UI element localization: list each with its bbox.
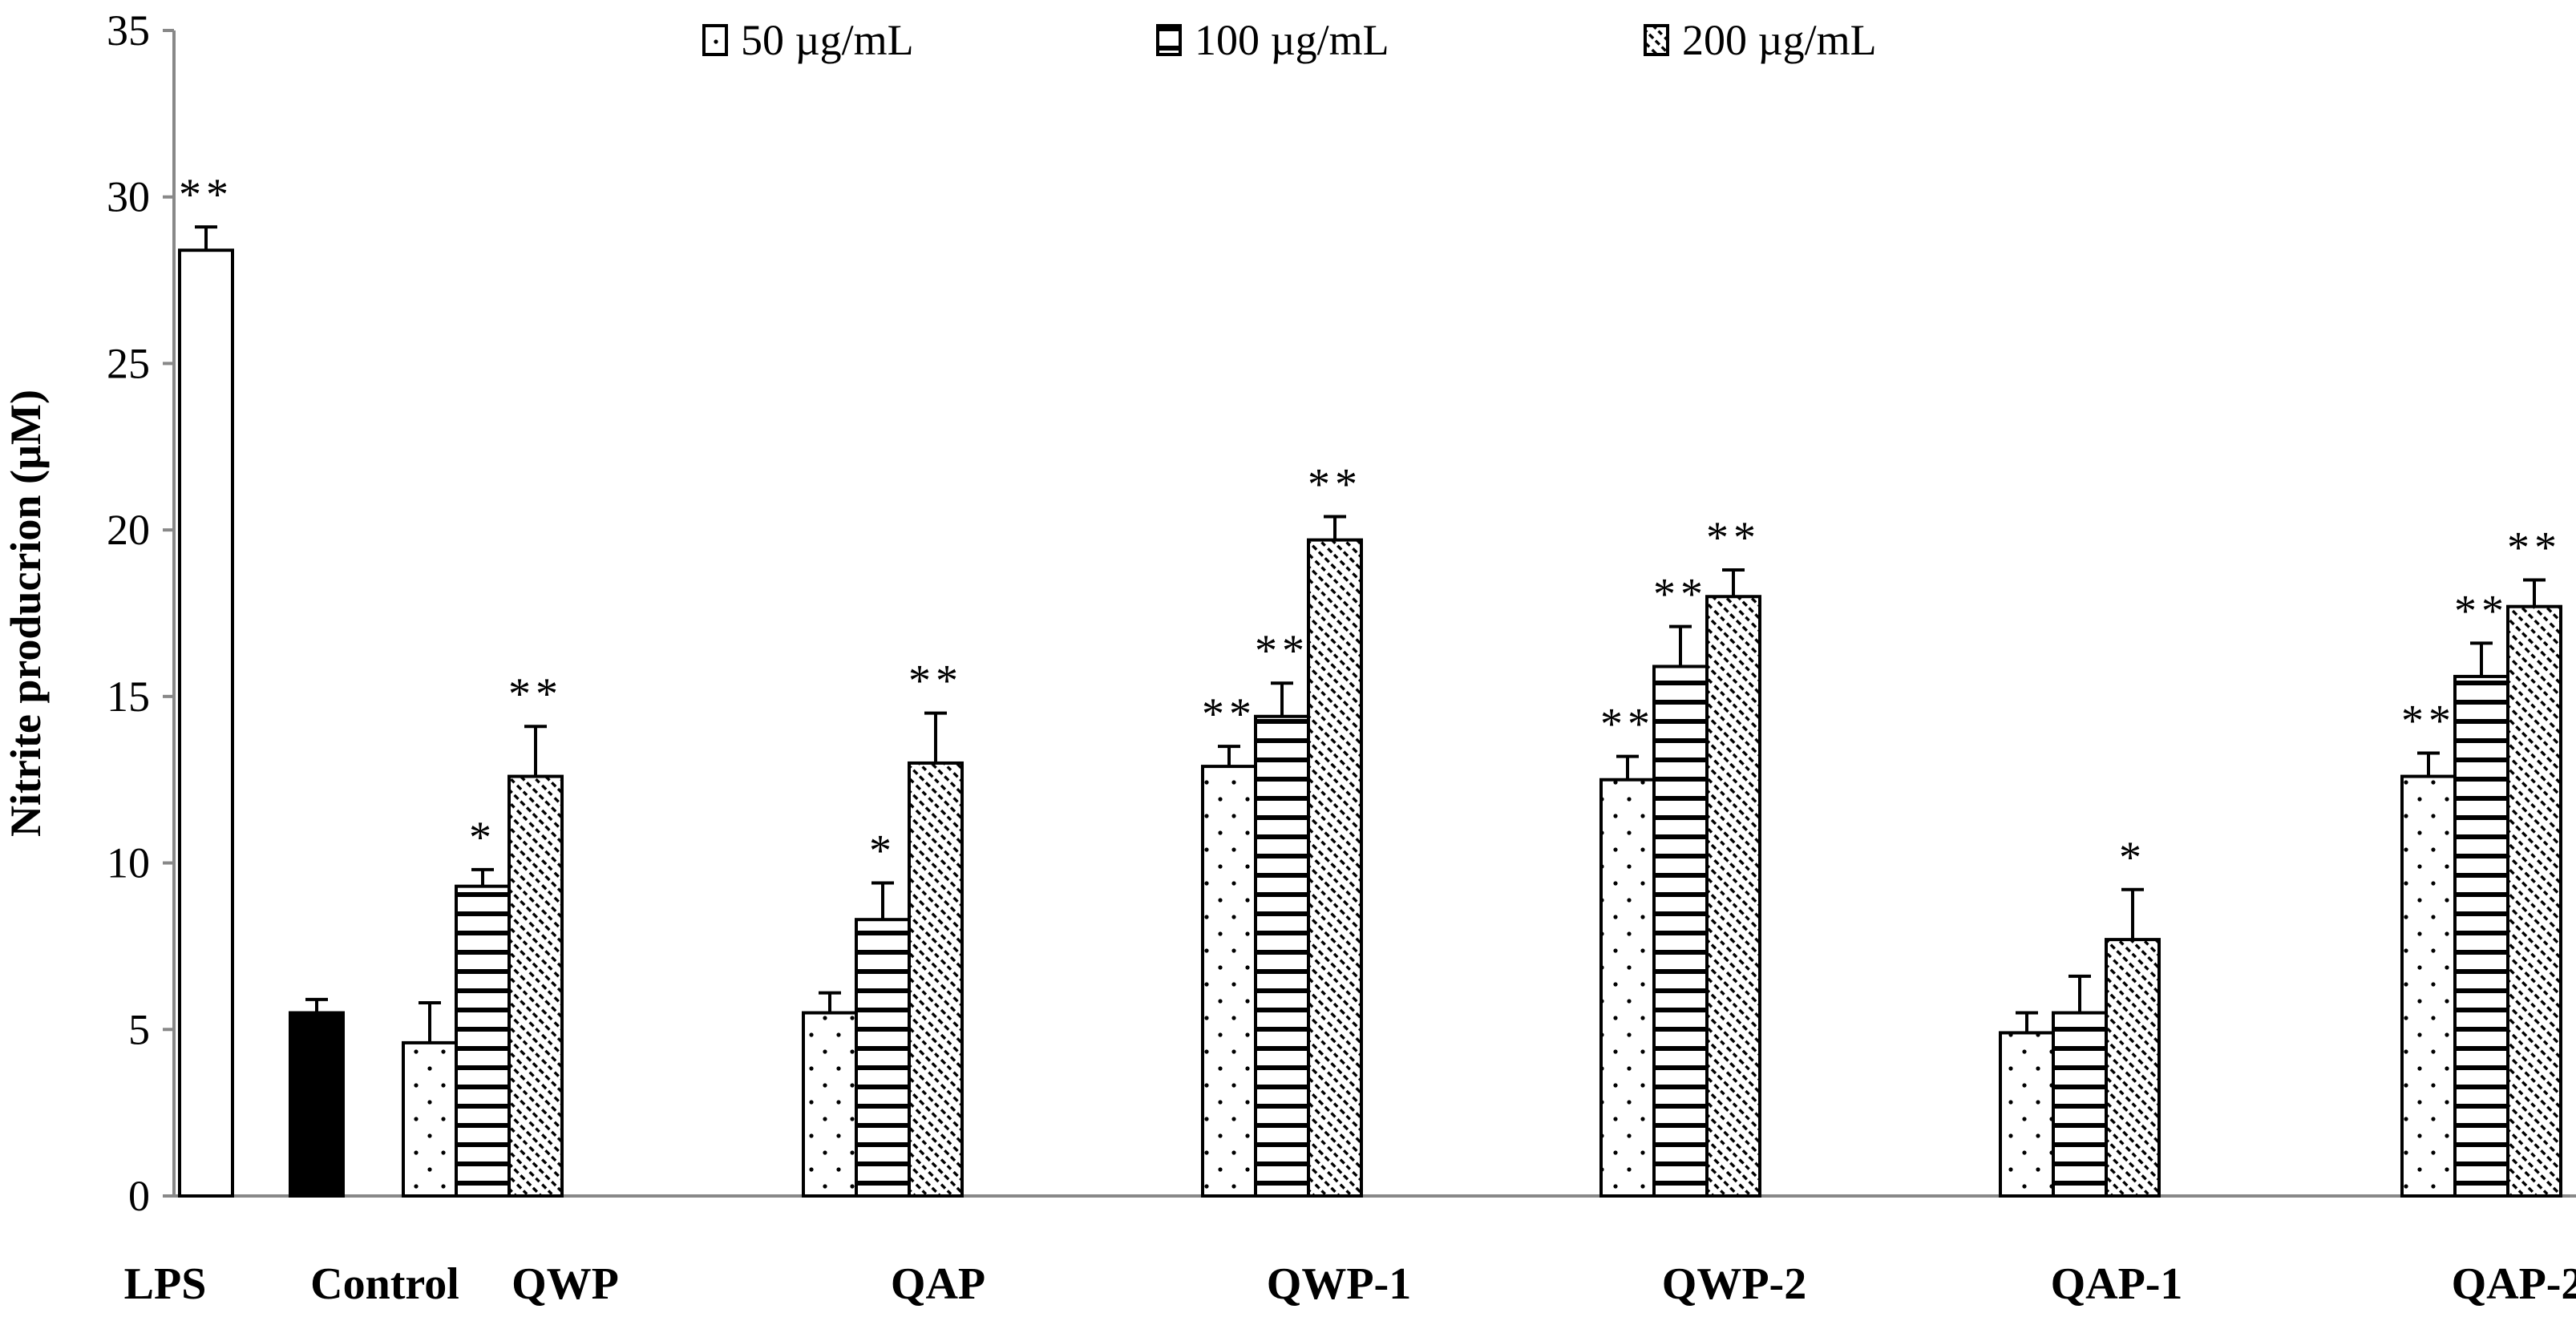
bar-qap-1 [855,918,911,1198]
y-tick-label: 35 [107,6,150,55]
y-axis-label: Nitrite producrion (µM) [2,390,50,837]
bar-qap-0 [802,1011,858,1198]
significance-marker: ** [2507,523,2562,572]
significance-marker: ** [1308,460,1362,510]
bar-qap-2 [908,761,964,1198]
bar-qwp-1-0 [1201,765,1257,1198]
legend-label-100: 100 µg/mL [1195,16,1389,64]
significance-marker: ** [1653,570,1708,620]
bar-qwp-2-2 [1705,595,1761,1198]
bar-qap-2-2 [2506,604,2562,1198]
significance-marker: ** [1600,700,1655,749]
legend-item-200: 200 µg/mL [1644,16,1877,64]
legend-swatch-diag [1644,24,1669,56]
bar-qwp-2-1 [1652,665,1709,1198]
significance-marker: ** [1202,689,1256,739]
legend-item-100: 100 µg/mL [1156,16,1389,64]
category-label-qap-2: QAP-2 [2452,1259,2576,1309]
category-label-qap: QAP [891,1259,985,1309]
legend-label-50: 50 µg/mL [741,16,914,64]
y-tick-group: 0 5 10 15 20 25 30 35 [107,6,174,1220]
category-labels: LPS Control QWP QAP QWP-1 QWP-2 QAP-1 QAP-2 [124,1259,2576,1309]
category-label-control: Control [310,1259,459,1309]
y-tick-label: 0 [128,1172,150,1220]
significance-marker: * [2119,833,2146,883]
significance-marker: ** [2454,586,2509,636]
legend: 50 µg/mL 100 µg/mL 200 µg/mL [702,16,1877,64]
bar-qwp-2-0 [1599,778,1656,1198]
category-label-qwp-2: QWP-2 [1662,1259,1806,1309]
bar-qap-1-0 [1999,1031,2055,1198]
y-tick-label: 10 [107,839,150,887]
significance-marker: ** [1706,513,1761,563]
significance-marker: * [469,813,496,863]
significance-marker: ** [2401,696,2456,745]
legend-item-50: 50 µg/mL [702,16,914,64]
category-label-qap-1: QAP-1 [2051,1259,2183,1309]
y-tick-label: 30 [107,173,150,221]
bar-qap-2-1 [2453,674,2509,1198]
legend-swatch-dots [702,24,728,56]
y-tick-label: 20 [107,506,150,554]
significance-marker: ** [1255,626,1309,676]
category-label-qwp-1: QWP-1 [1267,1259,1411,1309]
bar-qwp-2 [508,774,564,1198]
bars-group: *************************** [178,170,2562,1198]
significance-marker: ** [179,170,233,220]
significance-marker: ** [908,656,963,706]
bar-qwp-0 [402,1040,458,1198]
y-tick-label: 5 [128,1005,150,1053]
y-tick-label: 25 [107,339,150,387]
bar-qwp-1 [455,884,511,1198]
bar-qap-1-1 [2052,1011,2108,1198]
bar-qap-2-0 [2400,774,2457,1198]
legend-label-200: 200 µg/mL [1682,16,1877,64]
category-label-lps: LPS [124,1259,207,1309]
significance-marker: ** [508,669,563,719]
bar-control-0 [289,1011,345,1198]
legend-swatch-lines [1156,24,1182,56]
bar-qwp-1-2 [1307,538,1363,1198]
significance-marker: * [869,826,896,875]
bar-qwp-1-1 [1254,714,1310,1198]
category-label-qwp: QWP [512,1259,619,1309]
y-tick-label: 15 [107,673,150,721]
bar-lps-0 [178,248,234,1198]
bar-qap-1-2 [2105,938,2161,1198]
